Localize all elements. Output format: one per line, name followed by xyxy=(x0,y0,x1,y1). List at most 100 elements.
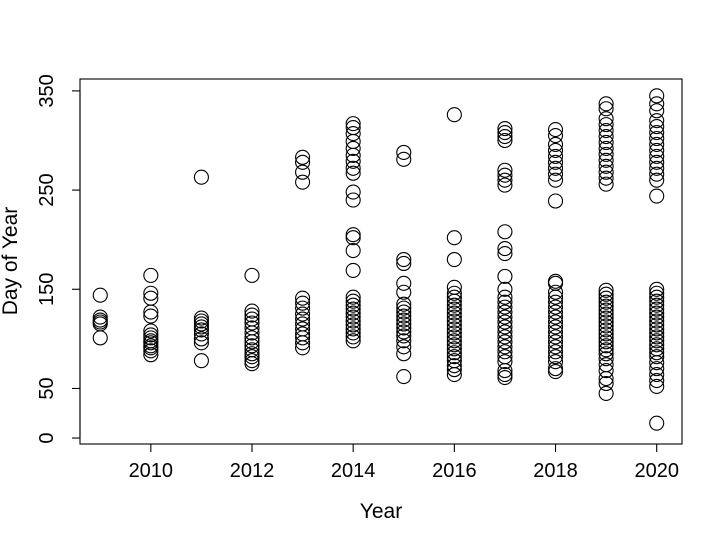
data-point xyxy=(193,335,209,351)
data-point xyxy=(345,305,361,321)
x-tick-label: 2016 xyxy=(432,460,477,482)
data-point xyxy=(547,122,564,138)
data-point xyxy=(446,317,462,333)
data-point xyxy=(446,329,462,345)
data-point xyxy=(547,172,564,188)
data-point xyxy=(345,333,361,349)
data-point xyxy=(649,301,665,317)
data-point xyxy=(649,355,665,371)
data-point xyxy=(143,323,159,339)
data-point xyxy=(396,304,412,320)
data-point xyxy=(598,134,614,151)
data-point xyxy=(446,362,462,378)
data-point xyxy=(193,310,209,326)
data-point xyxy=(446,325,462,341)
data-point xyxy=(193,169,209,185)
data-point xyxy=(598,310,614,326)
data-point xyxy=(143,285,159,301)
x-tick-label: 2010 xyxy=(129,460,174,482)
data-point xyxy=(649,281,665,297)
data-point xyxy=(446,297,462,313)
data-point xyxy=(598,176,614,192)
data-point xyxy=(345,243,361,259)
y-tick-label: 50 xyxy=(36,377,58,399)
data-point xyxy=(193,319,209,335)
data-point xyxy=(598,128,614,145)
data-point xyxy=(547,344,564,360)
data-point xyxy=(345,289,361,305)
data-point xyxy=(497,344,513,360)
data-point xyxy=(497,363,513,379)
data-point xyxy=(345,301,361,317)
data-point xyxy=(649,321,665,337)
data-point xyxy=(649,333,665,349)
data-point xyxy=(598,117,614,133)
data-point xyxy=(345,321,361,337)
data-point xyxy=(396,144,412,160)
data-point xyxy=(497,314,513,330)
data-point xyxy=(345,329,361,345)
data-point xyxy=(497,289,513,305)
data-point xyxy=(497,172,513,188)
data-point xyxy=(143,343,159,359)
data-point xyxy=(497,246,513,262)
data-point xyxy=(396,284,412,300)
data-point xyxy=(396,320,412,336)
data-point xyxy=(295,335,311,351)
data-point xyxy=(598,357,614,373)
x-axis-title: Year xyxy=(360,500,402,523)
data-point xyxy=(497,125,513,141)
data-point xyxy=(345,147,361,163)
data-point xyxy=(497,334,513,350)
data-point xyxy=(497,167,513,183)
data-point xyxy=(497,128,513,145)
data-point xyxy=(598,101,614,117)
data-point xyxy=(446,230,462,246)
y-axis: 0 50 150 250 350 xyxy=(36,74,81,444)
data-point xyxy=(295,174,311,190)
y-tick-label: 350 xyxy=(36,74,58,107)
data-point xyxy=(649,113,665,129)
data-point xyxy=(345,293,361,309)
data-point xyxy=(345,227,361,243)
data-point xyxy=(547,349,564,365)
data-point xyxy=(598,338,614,354)
data-point xyxy=(547,354,564,370)
data-point xyxy=(497,339,513,355)
data-point xyxy=(547,314,564,330)
data-point xyxy=(547,284,564,300)
data-point xyxy=(598,318,614,334)
data-point xyxy=(598,322,614,338)
data-point xyxy=(396,333,412,349)
data-point xyxy=(345,140,361,156)
data-point xyxy=(446,349,462,365)
y-axis-title: Day of Year xyxy=(0,207,22,316)
data-point xyxy=(193,353,209,369)
data-point xyxy=(143,304,159,320)
data-point xyxy=(649,125,665,141)
data-point xyxy=(244,267,260,283)
data-point xyxy=(547,193,564,209)
data-point xyxy=(547,148,564,164)
data-point xyxy=(497,241,513,257)
data-point xyxy=(547,142,564,158)
data-point xyxy=(547,154,564,170)
data-point xyxy=(295,149,311,165)
data-point xyxy=(92,287,108,303)
data-point xyxy=(345,153,361,169)
data-point xyxy=(446,333,462,349)
data-point xyxy=(649,325,665,341)
data-point xyxy=(295,340,311,356)
x-tick-label: 2018 xyxy=(533,460,578,482)
data-point xyxy=(649,372,665,389)
data-point xyxy=(547,364,564,380)
data-point xyxy=(497,268,513,284)
data-point xyxy=(396,275,412,291)
data-point xyxy=(244,346,260,362)
data-point xyxy=(649,345,665,361)
data-point xyxy=(598,385,614,401)
data-point xyxy=(598,111,614,127)
data-point xyxy=(598,146,614,162)
data-point xyxy=(649,119,665,135)
data-point xyxy=(345,160,361,176)
